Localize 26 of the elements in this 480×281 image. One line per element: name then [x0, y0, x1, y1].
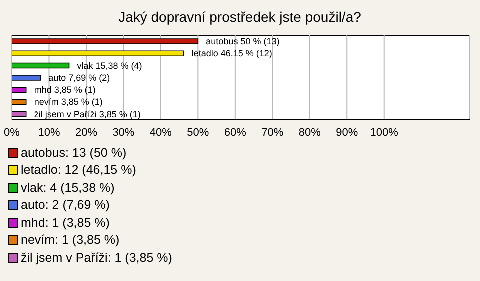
category-label: auto 7,69 % (2) [48, 72, 110, 83]
x-tick-label: 30% [112, 126, 135, 139]
chart-title: Jaký dopravní prostředek jste použil/a? [118, 9, 362, 25]
x-tick-label: 20% [75, 126, 98, 139]
text: vlak: 4 (15,38 %) [21, 180, 115, 195]
x-tick-label: 70% [262, 126, 284, 139]
text: nevím: 1 (3,85 %) [21, 233, 120, 248]
x-tick-label: 40% [150, 126, 172, 139]
category-label: žil jsem v Paříži 3,85 % (1) [34, 109, 141, 120]
text: žil jsem v Paříži: 1 (3,85 %) [21, 250, 172, 265]
text: autobus: 13 (50 %) [21, 146, 127, 160]
x-tick-label: 90% [336, 126, 358, 139]
category-label: autobus 50 % (13) [206, 36, 280, 46]
category-label: nevím 3,85 % (1) [34, 97, 103, 108]
category-label: vlak 15,38 % (4) [77, 60, 142, 71]
x-tick-label: 0% [4, 126, 20, 139]
x-tick-label: 80% [298, 126, 322, 139]
category-label: letadlo 46,15 % (12) [192, 48, 272, 59]
x-tick-label: 100% [370, 126, 399, 139]
x-tick-label: 50% [187, 126, 210, 139]
x-tick-label: 60% [224, 126, 247, 139]
text: mhd: 1 (3,85 %) [21, 216, 110, 230]
x-tick-label: 10% [38, 126, 60, 139]
text: auto: 2 (7,69 %) [21, 198, 110, 212]
text: letadlo: 12 (46,15 %) [21, 163, 136, 178]
category-label: mhd 3,85 % (1) [34, 85, 96, 96]
